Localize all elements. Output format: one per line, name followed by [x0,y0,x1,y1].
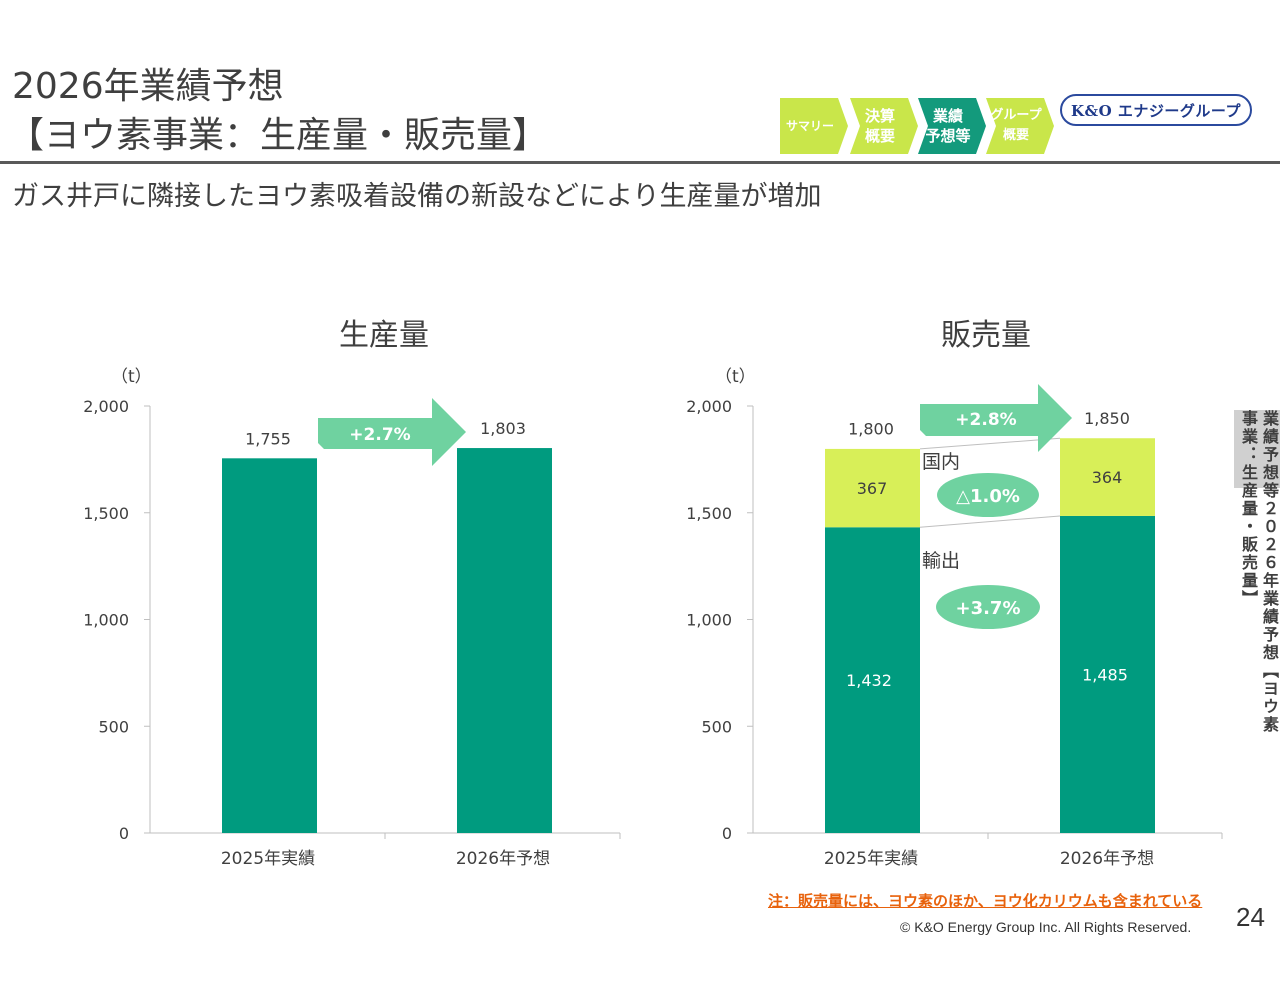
side-section-title: ２０２６年業績予想【ヨウ素事業：生産量・販売量】 [1239,410,1279,734]
sales-y-tick-label: 1,500 [686,504,732,523]
production-growth-arrow [318,398,466,466]
sales-chart: （t） 0 500 1,000 1,500 2,000 1,432 1,485 … [686,367,1223,869]
sales-domestic-bar-2025 [825,448,920,528]
sales-y-tick-label: 1,000 [686,611,732,630]
footnote: 注：販売量には、ヨウ素のほか、ヨウ化カリウムも含まれている [768,892,1203,910]
production-value-label-2026: 1,803 [480,419,526,438]
header-divider [0,161,1280,164]
sales-export-change-oval [936,585,1040,629]
page-subtitle: ガス井戸に隣接したヨウ素吸着設備の新設などにより生産量が増加 [12,181,822,212]
nav-group-overview-label: グループ 概要 [990,108,1042,143]
side-section-text: 業績予想等２０２６年業績予想【ヨウ素事業：生産量・販売量】 [1238,410,1280,750]
production-unit-label: （t） [111,367,152,387]
nav-forecast[interactable]: 業績 予想等 [918,98,986,154]
nav-chevron-shape [986,98,1054,154]
sales-total-label-2026: 1,850 [1084,409,1130,428]
nav-forecast-label: 業績 予想等 [925,107,971,145]
nav-summary-label: サマリー [785,119,834,133]
production-bar-2026 [457,448,552,833]
production-bar-2025 [222,458,317,833]
nav-summary[interactable]: サマリー [780,98,848,154]
sales-export-bar-2025 [825,527,920,833]
page-number: 24 [1236,902,1265,932]
production-chart: （t） 0 500 1,000 1,500 2,000 1,755 1,803 … [83,367,621,869]
sales-export-value-label-2026: 1,485 [1082,665,1128,684]
sales-growth-label: +2.8% [955,410,1016,430]
nav-chevron-shape [850,98,918,154]
nav-chevron-shape [780,98,848,154]
side-section-tab [1234,410,1280,488]
sales-x-label-2026: 2026年予想 [1060,849,1154,869]
sales-export-series-label: 輸出 [922,550,960,572]
page-title-line1: 2026年業績予想 [12,66,284,107]
sales-export-connector [919,515,1061,528]
sales-domestic-bar-2026 [1060,438,1155,516]
production-y-tick-label: 1,500 [83,504,129,523]
page-title-line2: 【ヨウ素事業：生産量・販売量】 [8,115,549,156]
sales-x-label-2025: 2025年実績 [824,849,918,869]
sales-total-connector [919,437,1061,450]
sales-growth-arrow [920,384,1072,452]
production-chart-title: 生産量 [339,318,429,353]
sales-domestic-series-label: 国内 [922,451,960,473]
nav-group-overview[interactable]: グループ 概要 [986,98,1054,154]
sales-total-label-2025: 1,800 [848,420,894,439]
production-y-tick-label: 500 [98,717,129,736]
sales-y-tick-label: 500 [701,717,732,736]
sales-domestic-change-oval [937,473,1039,517]
copyright-notice: © K&O Energy Group Inc. All Rights Reser… [900,919,1192,935]
sales-y-tick-label: 0 [722,824,732,843]
production-y-tick-label: 0 [119,824,129,843]
sales-unit-label: （t） [715,367,756,387]
sales-domestic-value-label-2025: 367 [857,479,888,498]
production-value-label-2025: 1,755 [245,429,291,448]
sales-export-change-label: +3.7% [955,598,1020,619]
production-growth-label: +2.7% [349,425,410,445]
sales-domestic-change-label: △1.0% [956,486,1020,507]
production-y-tick-label: 1,000 [83,611,129,630]
sales-export-bar-2026 [1060,515,1155,833]
sales-chart-title: 販売量 [941,318,1031,353]
nav-results-overview[interactable]: 決算 概要 [850,98,918,154]
production-x-label-2025: 2025年実績 [221,849,315,869]
nav-chevron-shape [918,98,986,154]
production-x-label-2026: 2026年予想 [456,849,550,869]
sales-y-tick-label: 2,000 [686,397,732,416]
sales-domestic-value-label-2026: 364 [1092,468,1123,487]
side-section-label: 業績予想等 [1260,410,1279,500]
sales-export-value-label-2025: 1,432 [846,671,892,690]
production-y-tick-label: 2,000 [83,397,129,416]
company-logo: K&O エナジーグループ [1060,94,1252,126]
nav-results-overview-label: 決算 概要 [864,107,895,145]
